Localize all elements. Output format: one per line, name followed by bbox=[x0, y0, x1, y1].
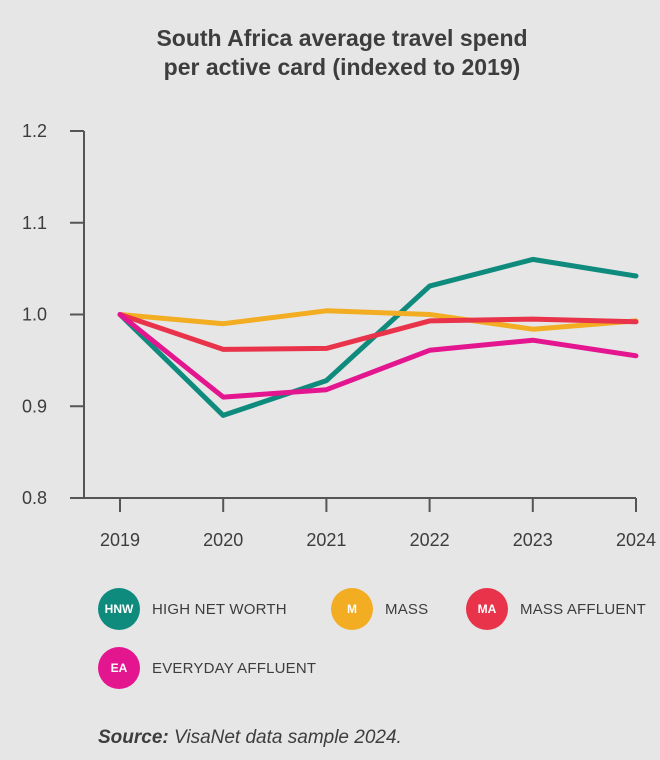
chart-title-line-1: South Africa average travel spend bbox=[156, 25, 528, 51]
y-tick-label: 1.2 bbox=[22, 121, 47, 141]
source-text: VisaNet data sample 2024. bbox=[168, 727, 402, 748]
legend-label: HIGH NET WORTH bbox=[152, 600, 287, 618]
series-line-ea bbox=[117, 312, 639, 400]
legend-label: MASS AFFLUENT bbox=[520, 600, 646, 618]
series-line-ma bbox=[117, 312, 639, 352]
legend-badge: MA bbox=[466, 588, 508, 630]
source-label: Source: bbox=[98, 727, 169, 748]
chart-title-line-2: per active card (indexed to 2019) bbox=[163, 54, 521, 80]
x-tick-label: 2024 bbox=[616, 530, 656, 550]
chart-title: South Africa average travel spend per ac… bbox=[0, 24, 660, 82]
y-tick-label: 0.9 bbox=[22, 396, 47, 416]
source-note: Source: VisaNet data sample 2024. bbox=[98, 727, 402, 749]
x-tick-label: 2022 bbox=[410, 530, 450, 550]
x-tick-label: 2020 bbox=[203, 530, 243, 550]
series-line-hnw bbox=[117, 256, 639, 418]
y-tick-label: 0.8 bbox=[22, 488, 47, 508]
legend-badge: M bbox=[331, 588, 373, 630]
legend-item-m: M MASS bbox=[331, 588, 428, 630]
chart-axes: 0.8 0.9 1.0 1.1 1.2 2019 2020 2021 2022 2023 2024 bbox=[22, 121, 656, 550]
line-chart: 0.8 0.9 1.0 1.1 1.2 2019 2020 2021 2022 2023 2024 bbox=[22, 121, 656, 550]
legend-item-ma: MA MASS AFFLUENT bbox=[466, 588, 646, 630]
x-tick-label: 2019 bbox=[100, 530, 140, 550]
legend-label: EVERYDAY AFFLUENT bbox=[152, 659, 317, 677]
y-tick-label: 1.1 bbox=[22, 213, 47, 233]
x-tick-label: 2021 bbox=[306, 530, 346, 550]
legend-label: MASS bbox=[385, 600, 429, 618]
legend-badge: EA bbox=[98, 647, 140, 689]
y-tick-label: 1.0 bbox=[22, 305, 47, 325]
legend-item-ea: EA EVERYDAY AFFLUENT bbox=[98, 647, 316, 689]
legend-badge: HNW bbox=[98, 588, 140, 630]
x-tick-label: 2023 bbox=[513, 530, 553, 550]
series-line-m bbox=[117, 308, 639, 332]
chart-series-lines bbox=[117, 256, 639, 418]
legend-item-hnw: HNW HIGH NET WORTH bbox=[98, 588, 287, 630]
